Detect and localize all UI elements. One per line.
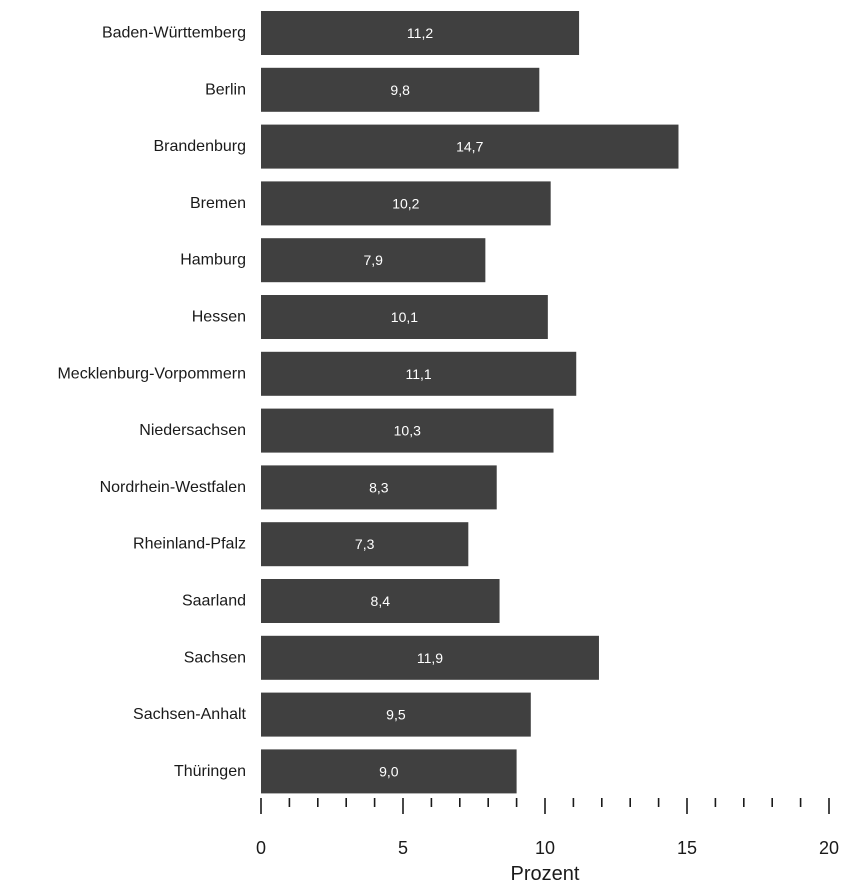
- x-tick-label: 15: [677, 838, 697, 858]
- bar: [261, 692, 531, 737]
- bar: [261, 67, 540, 112]
- bar-value-label: 9,8: [390, 82, 410, 98]
- bar: [261, 351, 577, 396]
- bar-value-label: 11,2: [407, 25, 433, 41]
- bar-value-label: 7,3: [355, 536, 375, 552]
- category-labels: Baden-Württemberg Berlin Brandenburg Bremen…: [57, 25, 246, 780]
- x-axis: 0 5 10 15 20: [256, 798, 839, 858]
- x-tick-label: 20: [819, 838, 839, 858]
- bar-value-labels: 11,2 9,8 14,7 10,2 7,9 10,1 11,1 10,3 8,3 7,3 8,4 1…: [355, 25, 484, 779]
- category-label: Sachsen-Anhalt: [133, 706, 247, 723]
- bar: [261, 181, 551, 226]
- bar: [261, 124, 679, 169]
- category-label: Berlin: [205, 81, 246, 98]
- category-label: Rheinland-Pfalz: [133, 536, 246, 553]
- category-label: Bremen: [190, 195, 246, 212]
- x-tick-label: 5: [398, 838, 408, 858]
- bar: [261, 295, 548, 339]
- bar: [261, 522, 469, 567]
- bar-value-label: 8,4: [371, 593, 391, 609]
- category-label: Hessen: [192, 309, 246, 326]
- x-axis-title: Prozent: [511, 863, 580, 885]
- category-label: Baden-Württemberg: [102, 25, 246, 42]
- bar: [261, 579, 500, 623]
- category-label: Brandenburg: [153, 138, 246, 155]
- bar: [261, 11, 580, 55]
- bar: [261, 635, 599, 680]
- bar: [261, 238, 486, 283]
- bar-value-label: 14,7: [456, 139, 483, 155]
- bar-value-label: 9,5: [386, 707, 406, 723]
- x-tick-label: 0: [256, 838, 266, 858]
- bar-value-label: 8,3: [369, 479, 389, 495]
- category-label: Sachsen: [184, 649, 246, 666]
- category-label: Mecklenburg-Vorpommern: [57, 365, 246, 382]
- bar-value-label: 10,3: [394, 423, 421, 439]
- bar: [261, 749, 517, 794]
- category-label: Hamburg: [180, 252, 246, 269]
- bar: [261, 408, 554, 453]
- bar: [261, 465, 497, 510]
- x-tick-label: 10: [535, 838, 555, 858]
- bar-value-label: 11,9: [417, 650, 443, 666]
- category-label: Saarland: [182, 593, 246, 610]
- category-label: Niedersachsen: [139, 422, 246, 439]
- bar-value-label: 11,1: [406, 366, 432, 382]
- category-label: Thüringen: [174, 763, 246, 780]
- category-label: Nordrhein-Westfalen: [100, 479, 246, 496]
- bars: [261, 11, 679, 794]
- bar-value-label: 10,1: [391, 309, 418, 325]
- bar-value-label: 10,2: [392, 195, 419, 211]
- bar-value-label: 9,0: [379, 763, 399, 779]
- bar-value-label: 7,9: [363, 252, 383, 268]
